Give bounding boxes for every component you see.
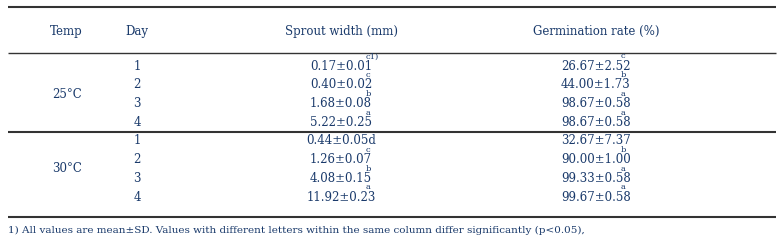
Text: a: a — [366, 109, 371, 117]
Text: c: c — [366, 71, 371, 79]
Text: c: c — [621, 53, 626, 60]
Text: 1: 1 — [133, 60, 141, 72]
Text: 26.67±2.52: 26.67±2.52 — [561, 60, 630, 72]
Text: 30°C: 30°C — [52, 162, 82, 175]
Text: 1: 1 — [133, 134, 141, 147]
Text: b: b — [366, 90, 372, 98]
Text: 3: 3 — [133, 97, 141, 110]
Text: b: b — [621, 71, 626, 79]
Text: 0.17±0.01: 0.17±0.01 — [310, 60, 372, 72]
Text: Day: Day — [125, 25, 149, 38]
Text: 25°C: 25°C — [52, 88, 82, 101]
Text: 4: 4 — [133, 191, 141, 204]
Text: Sprout width (mm): Sprout width (mm) — [285, 25, 397, 38]
Text: a: a — [621, 184, 626, 192]
Text: 98.67±0.58: 98.67±0.58 — [561, 116, 630, 129]
Text: 5.22±0.25: 5.22±0.25 — [310, 116, 372, 129]
Text: 1.68±0.08: 1.68±0.08 — [310, 97, 372, 110]
Text: a: a — [366, 184, 371, 192]
Text: 90.00±1.00: 90.00±1.00 — [561, 153, 630, 166]
Text: 0.44±0.05d: 0.44±0.05d — [306, 134, 376, 147]
Text: a: a — [621, 109, 626, 117]
Text: 1.26±0.07: 1.26±0.07 — [310, 153, 372, 166]
Text: 32.67±7.37: 32.67±7.37 — [561, 134, 630, 147]
Text: b: b — [366, 165, 372, 173]
Text: 11.92±0.23: 11.92±0.23 — [307, 191, 376, 204]
Text: a: a — [621, 90, 626, 98]
Text: Germination rate (%): Germination rate (%) — [532, 25, 659, 38]
Text: 0.40±0.02: 0.40±0.02 — [310, 78, 372, 91]
Text: 2: 2 — [133, 153, 141, 166]
Text: 2: 2 — [133, 78, 141, 91]
Text: 44.00±1.73: 44.00±1.73 — [561, 78, 630, 91]
Text: 4: 4 — [133, 116, 141, 129]
Text: a: a — [621, 165, 626, 173]
Text: Temp: Temp — [50, 25, 83, 38]
Text: 3: 3 — [133, 172, 141, 185]
Text: 98.67±0.58: 98.67±0.58 — [561, 97, 630, 110]
Text: 99.67±0.58: 99.67±0.58 — [561, 191, 630, 204]
Text: 1) All values are mean±SD. Values with different letters within the same column : 1) All values are mean±SD. Values with d… — [8, 226, 585, 235]
Text: 4.08±0.15: 4.08±0.15 — [310, 172, 372, 185]
Text: 99.33±0.58: 99.33±0.58 — [561, 172, 630, 185]
Text: b: b — [621, 146, 626, 154]
Text: c: c — [366, 146, 371, 154]
Text: c1): c1) — [366, 53, 379, 60]
